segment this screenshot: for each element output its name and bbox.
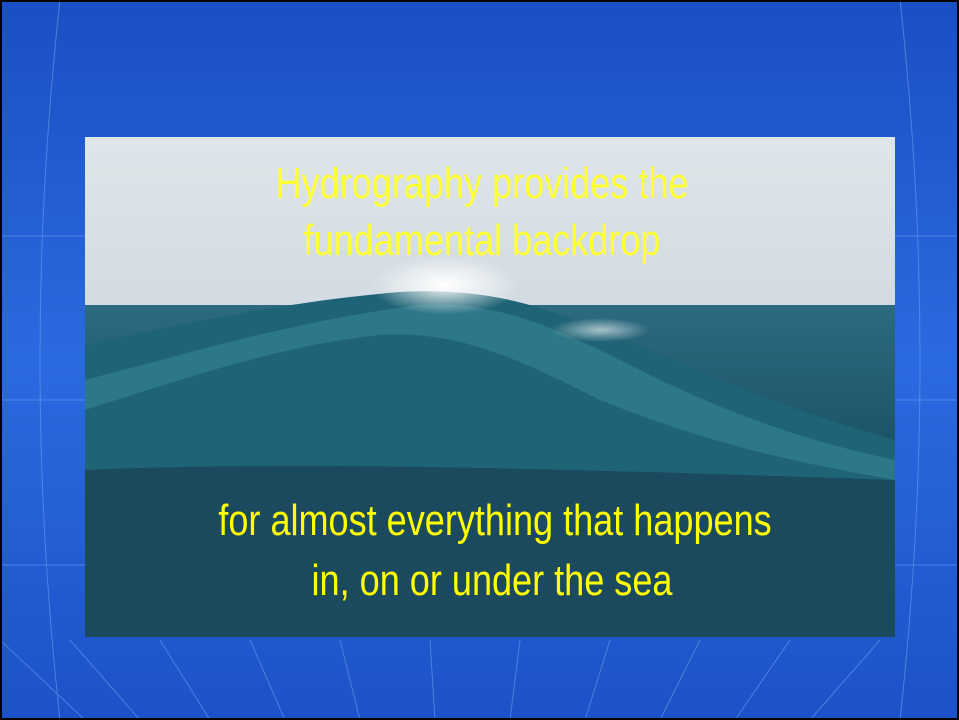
caption-line: in, on or under the sea [312, 556, 673, 605]
caption-line: for almost everything that happens [218, 496, 771, 545]
slide: Hydrography provides the fundamental bac… [0, 0, 959, 720]
heading-line: Hydrography provides the [276, 159, 689, 208]
heading-line: fundamental backdrop [304, 216, 661, 265]
page: Hydrography provides the fundamental bac… [0, 0, 959, 720]
